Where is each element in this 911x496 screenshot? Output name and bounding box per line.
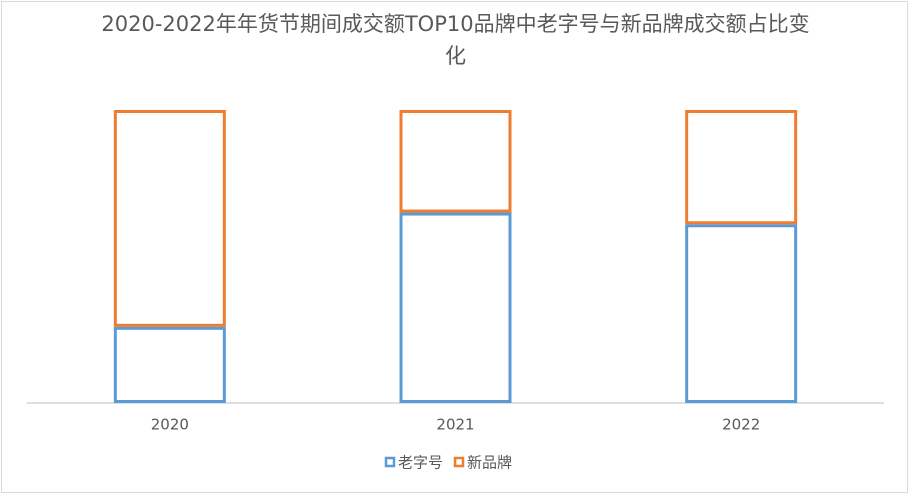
legend-label: 新品牌 bbox=[467, 454, 512, 472]
legend-label: 老字号 bbox=[398, 454, 443, 472]
bar-segment bbox=[399, 110, 512, 213]
bar-segment bbox=[399, 212, 512, 403]
x-tick-label: 2021 bbox=[436, 416, 474, 434]
chart-title: 2020-2022年年货节期间成交额TOP10品牌中老字号与新品牌成交额占比变化 bbox=[101, 12, 810, 68]
legend-swatch bbox=[453, 456, 465, 468]
legend-swatch bbox=[384, 456, 396, 468]
x-tick-label: 2020 bbox=[151, 416, 189, 434]
x-tick-label: 2022 bbox=[722, 416, 760, 434]
bar-segment bbox=[685, 224, 798, 403]
bar-segment bbox=[113, 110, 226, 327]
title-box: 2020-2022年年货节期间成交额TOP10品牌中老字号与新品牌成交额占比变化 bbox=[0, 8, 911, 72]
bar-segment bbox=[113, 326, 226, 404]
bar-segment bbox=[685, 110, 798, 225]
